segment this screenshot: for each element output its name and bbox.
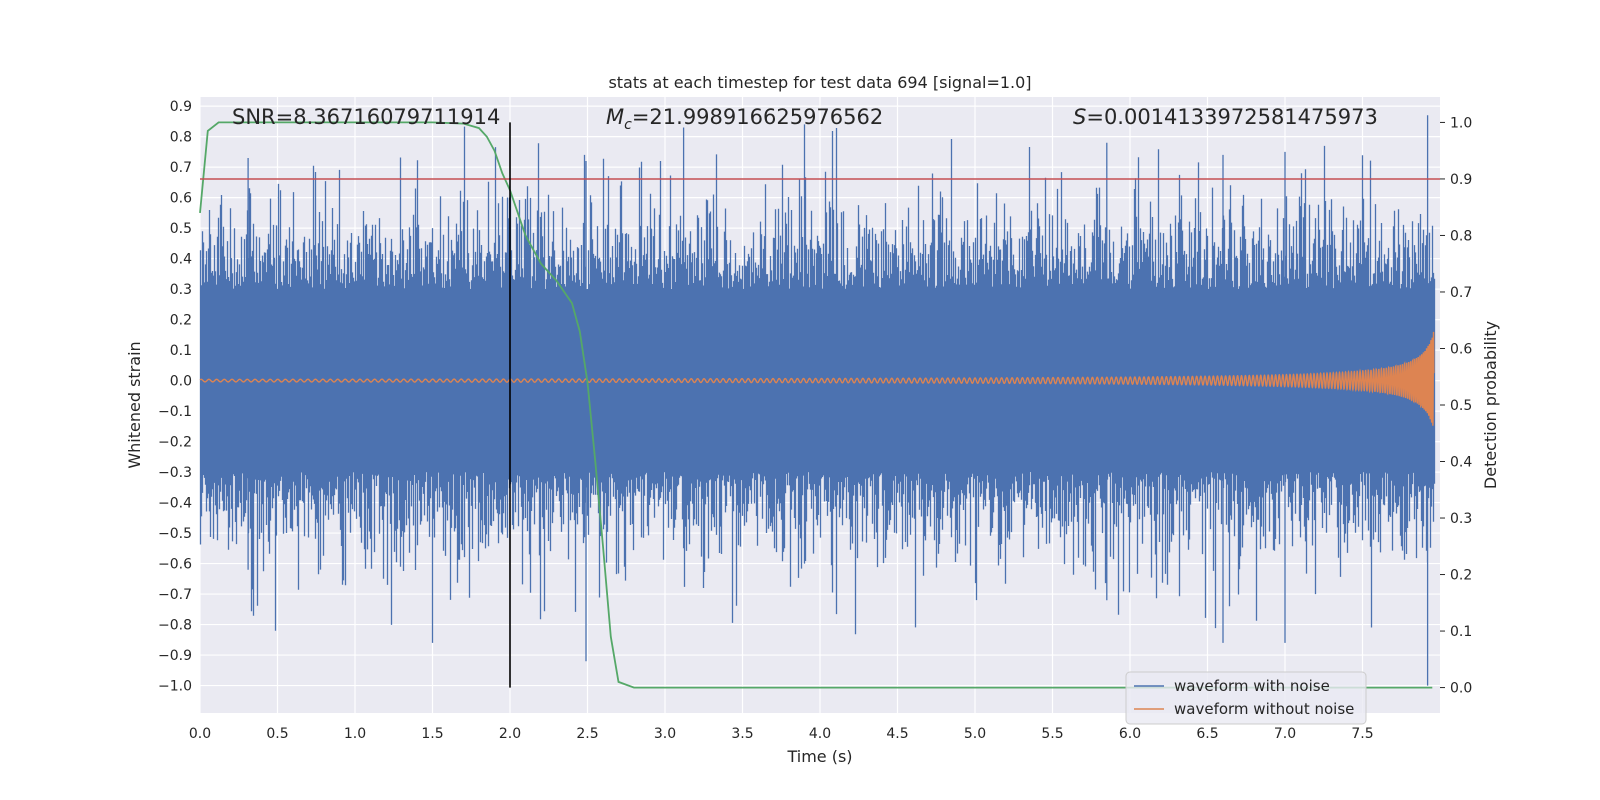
y-tick-label: 0.2 bbox=[170, 313, 192, 329]
x-axis-label: Time (s) bbox=[786, 747, 852, 766]
y-tick-label: 0.1 bbox=[170, 343, 192, 359]
series-detection-probability bbox=[199, 121, 1433, 689]
x-tick-label: 1.5 bbox=[421, 726, 443, 742]
y2-tick-label: 1.0 bbox=[1450, 115, 1472, 131]
noisy-waveform-line bbox=[199, 115, 1436, 686]
y-tick-label: −0.3 bbox=[158, 465, 192, 481]
x-tick-label: 0.0 bbox=[189, 726, 211, 742]
y-tick-label: 0.9 bbox=[170, 99, 192, 115]
clean-waveform-line bbox=[199, 331, 1435, 426]
x-axis-ticks: 0.0 0.5 1.0 1.5 2.0 2.5 3.0 3.5 4.0 4.5 5.0 5.5 6.0 6… bbox=[189, 726, 1374, 742]
reference-lines bbox=[200, 122, 1440, 688]
legend: waveform with noise waveform without noi… bbox=[1125, 671, 1367, 725]
y2-tick-label: 0.2 bbox=[1450, 568, 1472, 584]
legend-label-clean: waveform without noise bbox=[1174, 700, 1354, 718]
y-tick-label: −0.1 bbox=[158, 404, 192, 420]
y-axis-label: Whitened strain bbox=[125, 341, 144, 468]
y2-tick-label: 0.4 bbox=[1450, 455, 1472, 471]
chirp-mass-annotation: Mc=21.998916625976562 bbox=[606, 105, 883, 133]
y-tick-label: −0.5 bbox=[158, 526, 192, 542]
y2-tick-label: 0.9 bbox=[1450, 172, 1472, 188]
x-tick-label: 3.5 bbox=[731, 726, 753, 742]
x-tick-label: 0.5 bbox=[266, 726, 288, 742]
x-tick-label: 5.0 bbox=[964, 726, 986, 742]
series-waveform-with-noise bbox=[199, 115, 1436, 686]
detection-probability-line bbox=[199, 121, 1433, 689]
x-tick-label: 4.0 bbox=[809, 726, 831, 742]
y-tick-label: 0.3 bbox=[170, 282, 192, 298]
x-tick-label: 6.5 bbox=[1196, 726, 1218, 742]
chart-title: stats at each timestep for test data 694… bbox=[608, 73, 1031, 92]
x-tick-label: 2.0 bbox=[499, 726, 521, 742]
y2-axis-ticks: 1.0 0.9 0.8 0.7 0.6 0.5 0.4 0.3 0.2 0.1 0.0 bbox=[1440, 115, 1472, 697]
y2-axis-label: Detection probability bbox=[1481, 321, 1500, 489]
y-tick-label: 0.7 bbox=[170, 160, 192, 176]
x-tick-label: 7.5 bbox=[1351, 726, 1373, 742]
x-tick-label: 7.0 bbox=[1274, 726, 1296, 742]
y-tick-label: 0.0 bbox=[170, 374, 192, 390]
x-tick-label: 5.5 bbox=[1041, 726, 1063, 742]
y2-tick-label: 0.5 bbox=[1450, 398, 1472, 414]
x-tick-label: 6.0 bbox=[1119, 726, 1141, 742]
chirp-mass-value: =21.998916625976562 bbox=[632, 105, 883, 129]
y2-tick-label: 0.1 bbox=[1450, 624, 1472, 640]
y2-tick-label: 0.7 bbox=[1450, 285, 1472, 301]
y2-tick-label: 0.6 bbox=[1450, 341, 1472, 357]
y2-tick-label: 0.3 bbox=[1450, 511, 1472, 527]
y-tick-label: −0.2 bbox=[158, 435, 192, 451]
y-tick-label: 0.5 bbox=[170, 221, 192, 237]
y-tick-label: −0.4 bbox=[158, 496, 192, 512]
x-tick-label: 1.0 bbox=[344, 726, 366, 742]
y2-tick-label: 0.8 bbox=[1450, 228, 1472, 244]
x-tick-label: 4.5 bbox=[886, 726, 908, 742]
y-tick-label: −0.8 bbox=[158, 618, 192, 634]
s-symbol: S bbox=[1073, 105, 1086, 129]
y2-tick-label: 0.0 bbox=[1450, 681, 1472, 697]
x-tick-label: 3.0 bbox=[654, 726, 676, 742]
y-tick-label: 0.6 bbox=[170, 191, 192, 207]
chirp-mass-subscript: c bbox=[624, 117, 632, 133]
s-annotation: S=0.0014133972581475973 bbox=[1073, 105, 1378, 129]
snr-annotation: SNR=8.36716079711914 bbox=[232, 105, 500, 129]
y-tick-label: −1.0 bbox=[158, 679, 192, 695]
y-tick-label: −0.6 bbox=[158, 557, 192, 573]
legend-label-noise: waveform with noise bbox=[1174, 677, 1330, 695]
x-tick-label: 2.5 bbox=[576, 726, 598, 742]
y-tick-label: −0.7 bbox=[158, 587, 192, 603]
y-tick-label: 0.4 bbox=[170, 252, 192, 268]
chirp-mass-symbol: M bbox=[606, 105, 624, 129]
y-tick-label: −0.9 bbox=[158, 648, 192, 664]
s-value: =0.0014133972581475973 bbox=[1086, 105, 1378, 129]
series-waveform-without-noise bbox=[199, 331, 1435, 426]
legend-box bbox=[1125, 671, 1367, 725]
y-tick-label: 0.8 bbox=[170, 130, 192, 146]
y-axis-ticks: 0.9 0.8 0.7 0.6 0.5 0.4 0.3 0.2 0.1 0.0 −0.1 −0.2 −0… bbox=[158, 99, 192, 694]
